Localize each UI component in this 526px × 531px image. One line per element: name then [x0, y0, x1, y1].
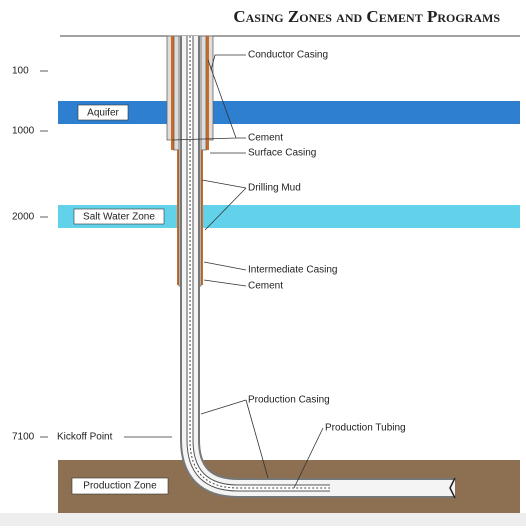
- leader: [293, 427, 324, 489]
- zone-label-box: [73, 208, 165, 225]
- wellbore: [166, 35, 456, 499]
- leader: [203, 279, 247, 287]
- callout: Production Casing: [248, 395, 330, 406]
- leader: [171, 59, 246, 141]
- kickoff-label: Kickoff Point: [57, 432, 113, 443]
- depth-label: 2000: [12, 212, 35, 223]
- callout: Drilling Mud: [248, 183, 301, 194]
- callout: Conductor Casing: [248, 50, 328, 61]
- depth-label: 7100: [12, 432, 35, 443]
- callout: Surface Casing: [248, 148, 316, 159]
- title: Casing Zones and Cement Programs: [233, 7, 500, 26]
- zone-label-box: [71, 477, 169, 495]
- zone-label: Aquifer: [87, 108, 119, 119]
- depth-label: 100: [12, 66, 29, 77]
- callout: Intermediate Casing: [248, 265, 338, 276]
- saltwater-band: [58, 205, 520, 228]
- depth-label: 1000: [12, 126, 35, 137]
- zone-label: Salt Water Zone: [83, 212, 155, 223]
- zone-label: Production Zone: [83, 481, 157, 492]
- leader: [210, 54, 246, 71]
- leader: [203, 261, 247, 271]
- callout: Cement: [248, 281, 283, 292]
- callout: Cement: [248, 133, 283, 144]
- footer-band: [0, 513, 526, 526]
- callout: Production Tubing: [325, 423, 406, 434]
- leader: [201, 179, 247, 231]
- leader: [200, 399, 269, 479]
- zone-label-box: [77, 104, 129, 121]
